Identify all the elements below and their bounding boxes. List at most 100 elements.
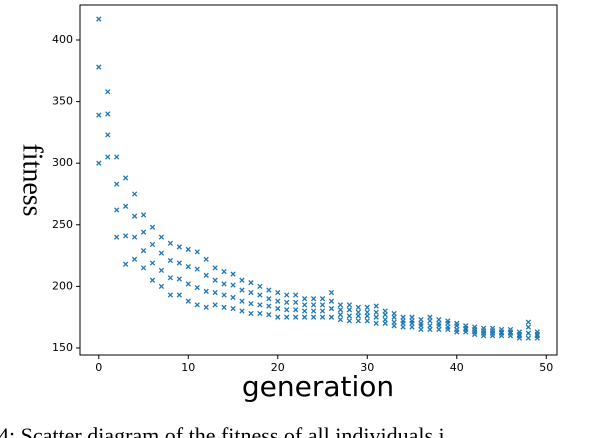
caption: 4: Scatter diagram of the fitness of all… xyxy=(0,423,445,438)
point xyxy=(346,307,353,313)
point xyxy=(445,318,451,324)
point xyxy=(140,247,147,254)
point xyxy=(427,314,433,320)
point xyxy=(266,312,272,318)
point xyxy=(257,292,263,298)
point xyxy=(248,289,254,296)
point xyxy=(373,320,379,326)
point xyxy=(328,305,335,312)
point xyxy=(427,323,433,329)
point xyxy=(301,308,308,314)
y-tick-label: 350 xyxy=(52,95,73,108)
x-tick-label: 50 xyxy=(539,361,553,374)
point xyxy=(346,313,353,319)
point xyxy=(275,298,281,304)
point xyxy=(149,224,156,230)
point xyxy=(391,310,397,317)
point xyxy=(284,292,290,298)
point xyxy=(158,283,165,290)
point xyxy=(319,308,326,314)
point xyxy=(328,289,335,296)
x-tick-label: 30 xyxy=(360,361,374,374)
point xyxy=(472,324,478,330)
point xyxy=(96,112,102,118)
point xyxy=(140,265,147,271)
point xyxy=(310,308,317,314)
point xyxy=(131,234,138,240)
point xyxy=(203,304,209,310)
point xyxy=(140,229,147,235)
point xyxy=(301,302,308,308)
point xyxy=(185,281,191,287)
point xyxy=(337,312,344,318)
point xyxy=(319,296,326,302)
point xyxy=(293,292,299,298)
y-tick-label: 150 xyxy=(52,341,73,354)
point xyxy=(391,319,397,325)
point xyxy=(534,329,540,335)
point xyxy=(114,207,120,213)
point xyxy=(293,299,299,306)
point xyxy=(319,314,326,320)
point xyxy=(418,316,424,323)
point xyxy=(212,289,218,296)
y-tick-label: 300 xyxy=(52,156,73,169)
point xyxy=(400,314,406,320)
point xyxy=(176,292,182,298)
point xyxy=(176,276,182,282)
point xyxy=(328,314,335,320)
point xyxy=(158,267,165,274)
point xyxy=(498,326,505,333)
point xyxy=(257,310,263,317)
point xyxy=(230,282,236,288)
point xyxy=(310,314,317,320)
point xyxy=(122,233,129,239)
point xyxy=(212,302,218,308)
point xyxy=(149,260,156,266)
point xyxy=(239,298,245,304)
point xyxy=(96,64,102,70)
point xyxy=(194,266,200,272)
point xyxy=(221,281,227,287)
point xyxy=(355,318,361,324)
point xyxy=(176,260,182,266)
point xyxy=(212,265,218,271)
point xyxy=(436,316,442,323)
point xyxy=(328,298,335,304)
point xyxy=(158,234,165,240)
y-tick-label: 400 xyxy=(52,33,73,46)
point xyxy=(301,314,308,320)
point xyxy=(131,256,138,262)
x-tick-label: 10 xyxy=(181,361,195,374)
point xyxy=(284,299,290,306)
point xyxy=(319,302,326,308)
point xyxy=(239,287,245,293)
point xyxy=(284,307,290,313)
point xyxy=(96,16,102,22)
point xyxy=(275,305,281,312)
point xyxy=(525,319,532,325)
point xyxy=(230,271,236,277)
point xyxy=(480,325,487,331)
point xyxy=(105,89,111,95)
point xyxy=(167,257,174,264)
point xyxy=(346,318,353,324)
point xyxy=(266,303,272,309)
point xyxy=(176,244,182,250)
point xyxy=(373,309,379,315)
point xyxy=(364,318,370,324)
point xyxy=(355,304,361,310)
point xyxy=(373,314,379,320)
point xyxy=(346,302,353,308)
point xyxy=(337,316,344,323)
point xyxy=(382,308,388,314)
point xyxy=(454,320,460,326)
point xyxy=(149,277,156,283)
point xyxy=(105,132,111,138)
point xyxy=(516,329,523,335)
point xyxy=(463,323,469,329)
point xyxy=(248,280,254,286)
point xyxy=(507,326,514,333)
point xyxy=(194,284,200,291)
